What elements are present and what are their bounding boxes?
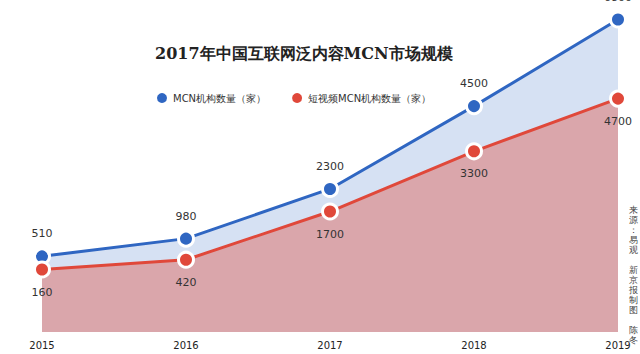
svg-text:2016: 2016 [173,340,198,351]
svg-text:2018: 2018 [461,340,486,351]
svg-text:来: 来 [629,205,638,215]
svg-text:510: 510 [32,227,53,240]
svg-text:陈: 陈 [629,325,638,335]
svg-text:报: 报 [628,285,638,295]
svg-text:新: 新 [629,265,638,275]
svg-text:图: 图 [629,305,638,315]
svg-text:易: 易 [629,235,638,245]
svg-text:6800: 6800 [604,0,632,4]
svg-text:2017年中国互联网泛内容MCN市场规模: 2017年中国互联网泛内容MCN市场规模 [155,44,453,63]
svg-text:3300: 3300 [460,167,488,180]
svg-text:短视频MCN机构数量（家）: 短视频MCN机构数量（家） [308,93,431,104]
svg-text:制: 制 [629,295,638,305]
svg-text:160: 160 [32,286,53,299]
svg-text:京: 京 [629,275,638,285]
svg-text:2019: 2019 [605,340,630,351]
svg-text:：: ： [629,225,638,235]
svg-text:420: 420 [176,276,197,289]
svg-text:980: 980 [176,210,197,223]
svg-text:2015: 2015 [29,340,54,351]
svg-text:MCN机构数量（家）: MCN机构数量（家） [173,93,266,104]
svg-text:源: 源 [629,215,638,225]
svg-text:4500: 4500 [460,77,488,90]
svg-text:2300: 2300 [316,160,344,173]
svg-text:2017: 2017 [317,340,342,351]
svg-text:4700: 4700 [604,115,632,128]
svg-text:冬: 冬 [629,335,638,345]
svg-text:观: 观 [629,245,638,255]
svg-text:1700: 1700 [316,228,344,241]
